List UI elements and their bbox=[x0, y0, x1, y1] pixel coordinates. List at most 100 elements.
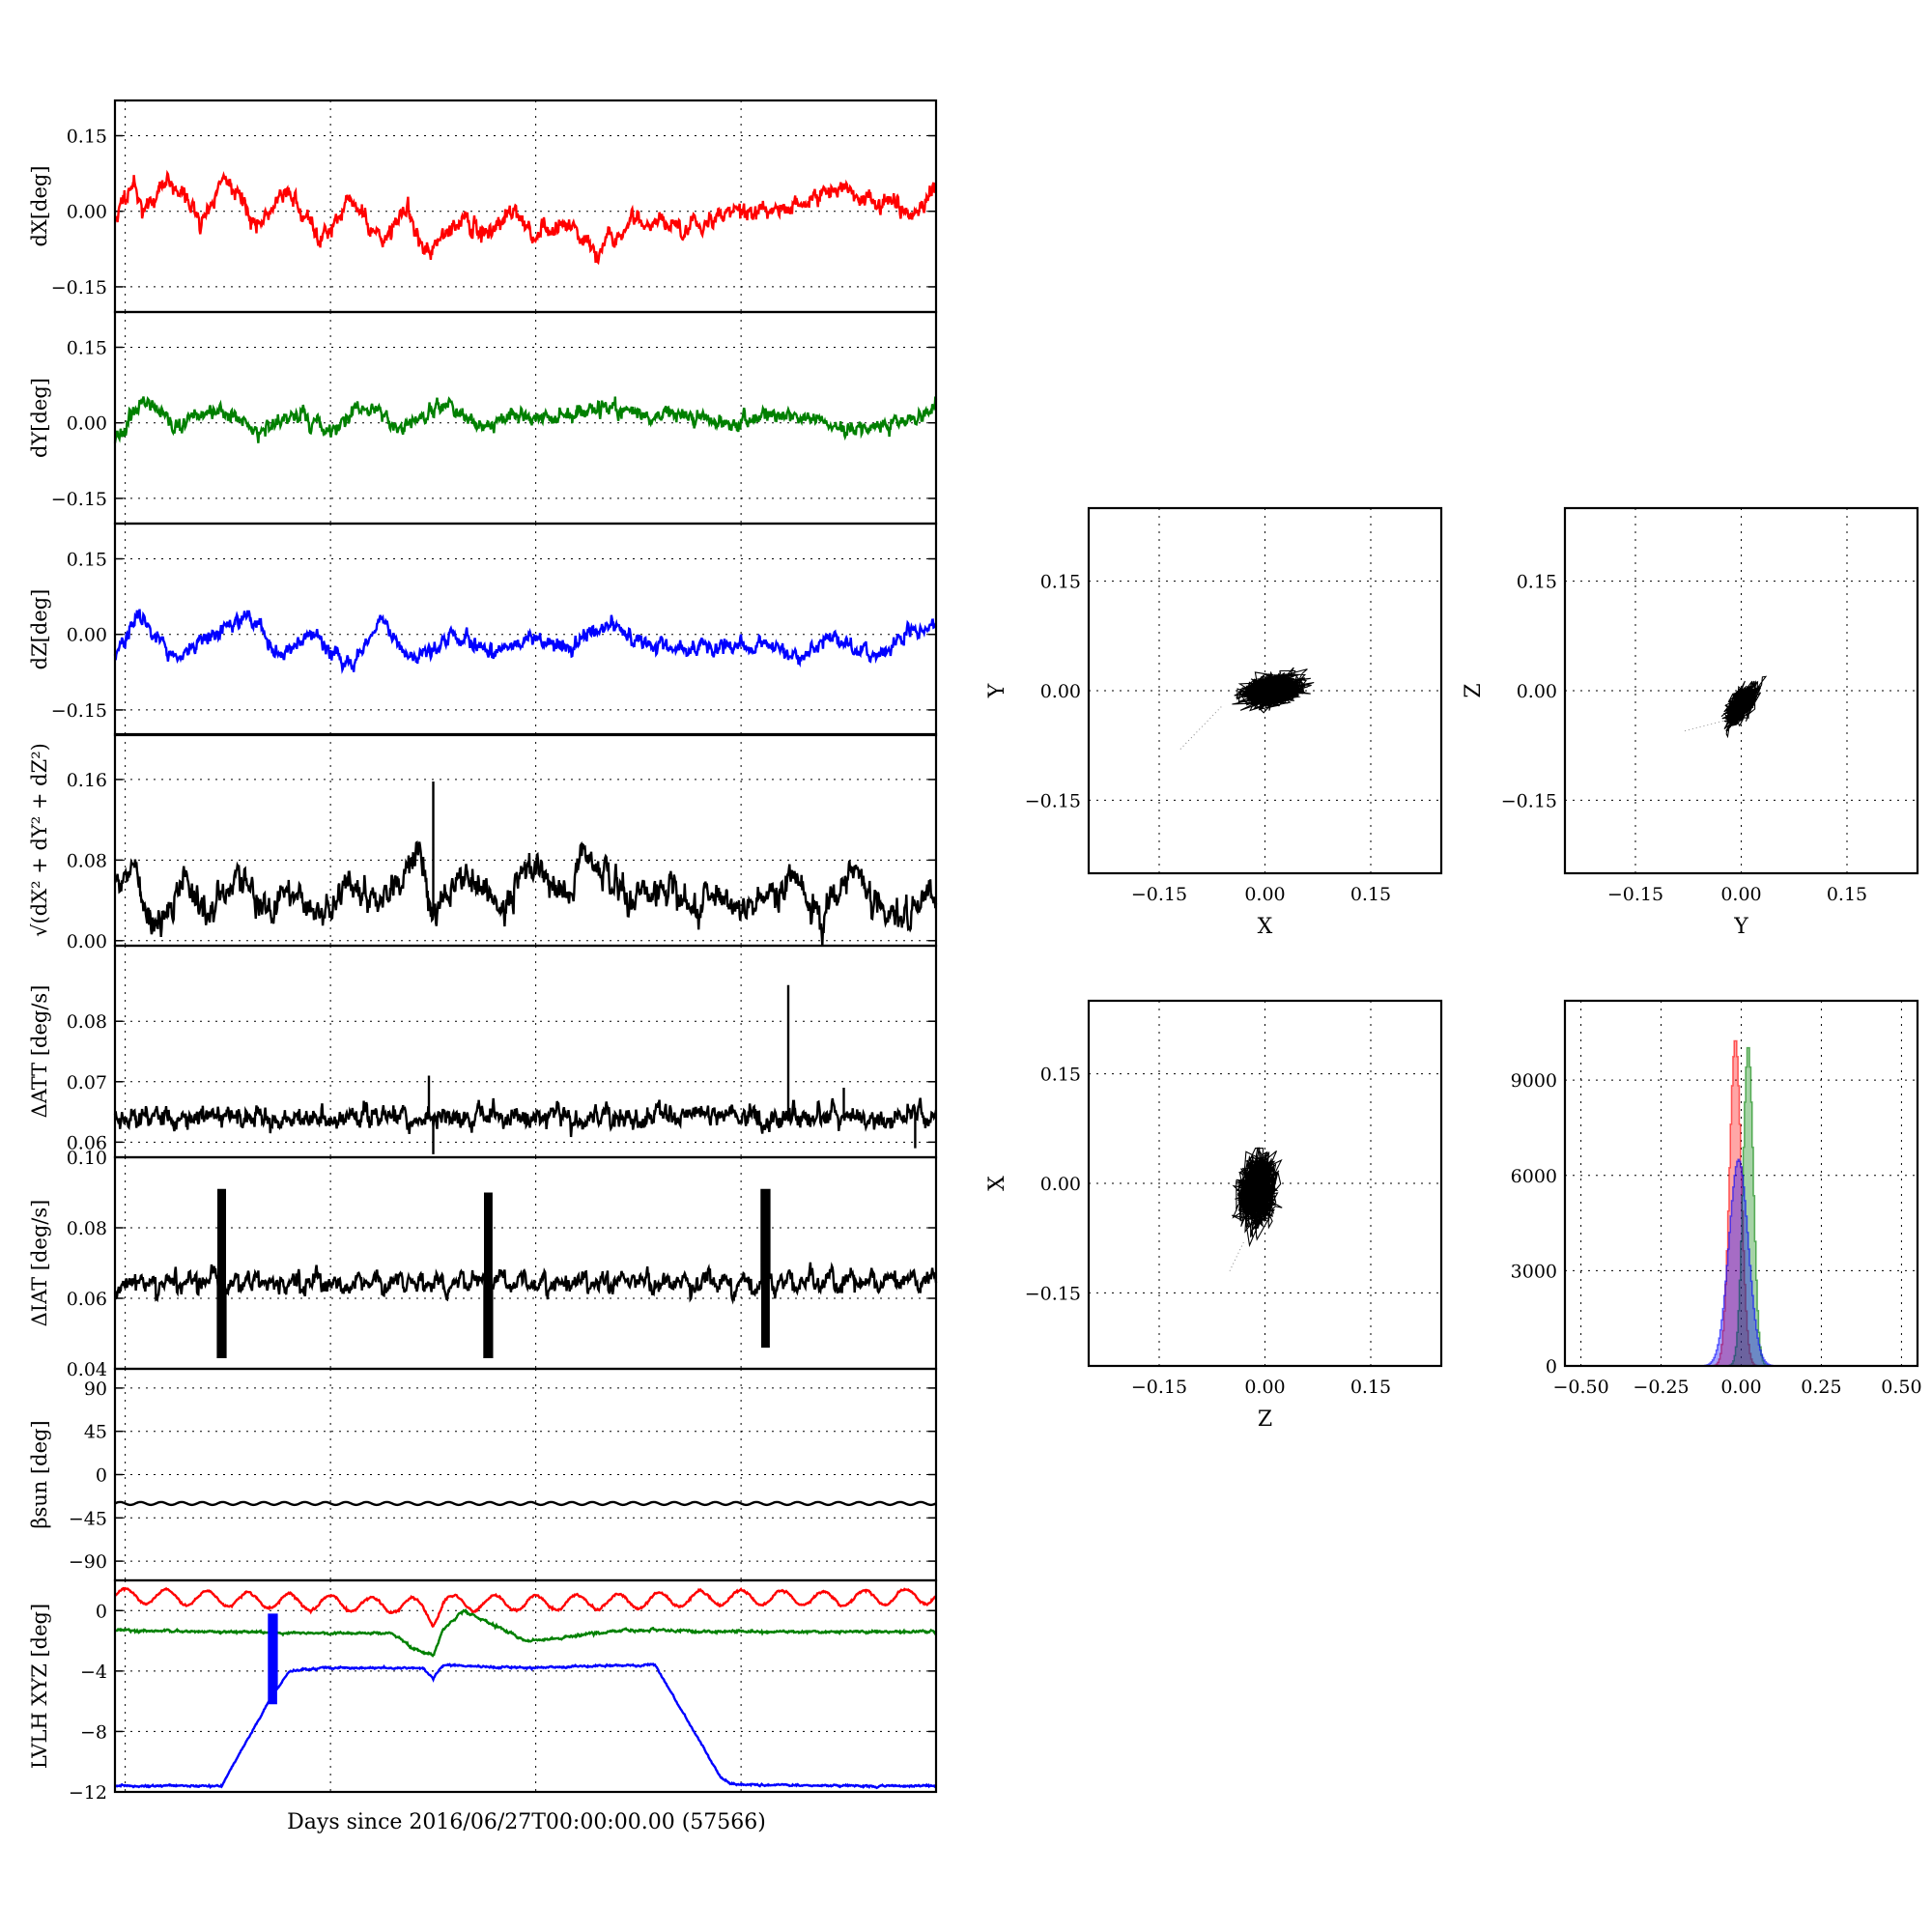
y-tick-label: −0.15 bbox=[51, 277, 107, 298]
scatter-tail bbox=[1684, 719, 1728, 732]
y-tick-label: 0 bbox=[96, 1601, 107, 1622]
axes-frame bbox=[1563, 506, 1919, 875]
y-axis-label: Z bbox=[1462, 683, 1486, 697]
panel-dz bbox=[113, 522, 938, 737]
panel-datt bbox=[113, 944, 938, 1159]
panel-norm bbox=[113, 732, 938, 948]
y-tick-label: −0.15 bbox=[51, 700, 107, 722]
y-axis-label: dY[deg] bbox=[28, 378, 51, 458]
y-tick-label: 0.15 bbox=[1040, 1065, 1081, 1086]
y-tick-label: 6000 bbox=[1511, 1166, 1557, 1187]
panel-lvlh bbox=[113, 1578, 938, 1794]
y-tick-label: 0.15 bbox=[67, 127, 107, 148]
axes-frame bbox=[1087, 506, 1443, 875]
y-tick-label: −12 bbox=[69, 1782, 107, 1804]
series-line-beta-0 bbox=[114, 1500, 937, 1507]
y-axis-label: βsun [deg] bbox=[28, 1420, 51, 1528]
y-tick-label: −45 bbox=[69, 1508, 107, 1529]
y-axis-label: Y bbox=[985, 683, 1009, 698]
x-tick-label: −0.25 bbox=[1633, 1377, 1689, 1398]
y-tick-label: 0 bbox=[96, 1465, 107, 1487]
axes-frame bbox=[113, 1155, 938, 1371]
y-tick-label: 0.00 bbox=[67, 931, 107, 952]
series-line-lvlh-0 bbox=[114, 1586, 937, 1629]
y-tick-label: 0.15 bbox=[1040, 572, 1081, 593]
y-tick-label: 0.00 bbox=[67, 413, 107, 435]
x-tick-label: 0.00 bbox=[1720, 1377, 1761, 1398]
scatter-scatter_zx bbox=[1087, 999, 1443, 1368]
x-tick-label: −0.15 bbox=[1131, 1377, 1187, 1398]
y-axis-label: LVLH XYZ [deg] bbox=[28, 1604, 51, 1769]
x-tick-label: −0.15 bbox=[1131, 884, 1187, 905]
scatter-tail bbox=[1229, 1241, 1245, 1271]
y-axis-label: √(dX² + dY² + dZ²) bbox=[28, 743, 51, 937]
panel-diat bbox=[113, 1155, 938, 1371]
y-tick-label: 0.08 bbox=[67, 1218, 107, 1239]
y-tick-label: 0.15 bbox=[67, 338, 107, 359]
y-tick-label: 90 bbox=[84, 1378, 107, 1400]
x-tick-label: 0.15 bbox=[1827, 884, 1867, 905]
x-tick-label: 0.00 bbox=[1244, 884, 1285, 905]
panel-beta bbox=[113, 1367, 938, 1582]
x-tick-label: 0.15 bbox=[1350, 1377, 1391, 1398]
y-tick-label: 0.00 bbox=[1040, 681, 1081, 702]
series-line-dy-0 bbox=[113, 395, 938, 443]
y-tick-label: 0.00 bbox=[67, 202, 107, 223]
y-tick-label: 0.06 bbox=[67, 1289, 107, 1310]
x-axis-label: Days since 2016/06/27T00:00:00.00 (57566… bbox=[287, 1810, 766, 1834]
x-tick-label: −0.15 bbox=[1607, 884, 1663, 905]
series-line-datt-0 bbox=[113, 984, 938, 1154]
x-axis-label: Z bbox=[1258, 1407, 1272, 1432]
y-tick-label: 0.08 bbox=[67, 1011, 107, 1033]
y-tick-label: −0.15 bbox=[1025, 1283, 1081, 1304]
y-tick-label: 0.00 bbox=[1517, 681, 1557, 702]
y-tick-label: −90 bbox=[69, 1551, 107, 1573]
y-tick-label: 0 bbox=[1546, 1356, 1557, 1378]
series-line-dz-0 bbox=[113, 609, 938, 675]
y-tick-label: 0.00 bbox=[67, 625, 107, 646]
y-axis-label: ΔIAT [deg/s] bbox=[28, 1200, 51, 1327]
x-tick-label: 0.00 bbox=[1244, 1377, 1285, 1398]
y-tick-label: 45 bbox=[84, 1422, 107, 1443]
x-tick-label: 0.15 bbox=[1350, 884, 1391, 905]
panel-dy bbox=[113, 310, 938, 526]
x-tick-label: 0.50 bbox=[1881, 1377, 1921, 1398]
axes-frame bbox=[113, 99, 938, 314]
series-line-lvlh-2 bbox=[114, 1613, 937, 1790]
x-tick-label: 0.25 bbox=[1801, 1377, 1841, 1398]
series-line-dx-0 bbox=[114, 169, 937, 266]
y-tick-label: 0.06 bbox=[67, 1132, 107, 1153]
y-tick-label: −0.15 bbox=[1025, 790, 1081, 811]
histogram bbox=[1563, 999, 1919, 1368]
y-tick-label: 0.04 bbox=[67, 1359, 107, 1380]
y-tick-label: −0.15 bbox=[1501, 790, 1557, 811]
x-axis-label: Y bbox=[1733, 915, 1748, 939]
y-tick-label: 0.08 bbox=[67, 850, 107, 871]
scatter-trace bbox=[1232, 1147, 1283, 1248]
y-tick-label: 0.16 bbox=[67, 770, 107, 791]
y-axis-label: dX[deg] bbox=[28, 165, 51, 246]
y-tick-label: 0.07 bbox=[67, 1072, 107, 1094]
axes-frame bbox=[113, 1578, 938, 1794]
scatter-scatter_xy bbox=[1087, 506, 1443, 875]
x-tick-label: −0.50 bbox=[1552, 1377, 1608, 1398]
y-tick-label: 0.15 bbox=[67, 550, 107, 571]
y-tick-label: 3000 bbox=[1511, 1261, 1557, 1282]
scatter-scatter_yz bbox=[1563, 506, 1919, 875]
y-tick-label: 0.15 bbox=[1517, 572, 1557, 593]
y-tick-label: 0.10 bbox=[67, 1148, 107, 1169]
series-line-lvlh-1 bbox=[114, 1607, 937, 1658]
axes-frame bbox=[1087, 999, 1443, 1368]
series-line-diat-0 bbox=[113, 1188, 938, 1358]
axes-frame bbox=[1563, 999, 1919, 1368]
y-tick-label: −8 bbox=[80, 1721, 107, 1743]
y-axis-label: ΔATT [deg/s] bbox=[28, 985, 51, 1119]
series-line-norm-0 bbox=[114, 781, 938, 947]
y-tick-label: 9000 bbox=[1511, 1070, 1557, 1092]
x-axis-label: X bbox=[1258, 915, 1273, 939]
y-axis-label: X bbox=[985, 1176, 1009, 1191]
y-tick-label: −0.15 bbox=[51, 489, 107, 510]
y-tick-label: −4 bbox=[80, 1662, 107, 1683]
x-tick-label: 0.00 bbox=[1720, 884, 1761, 905]
